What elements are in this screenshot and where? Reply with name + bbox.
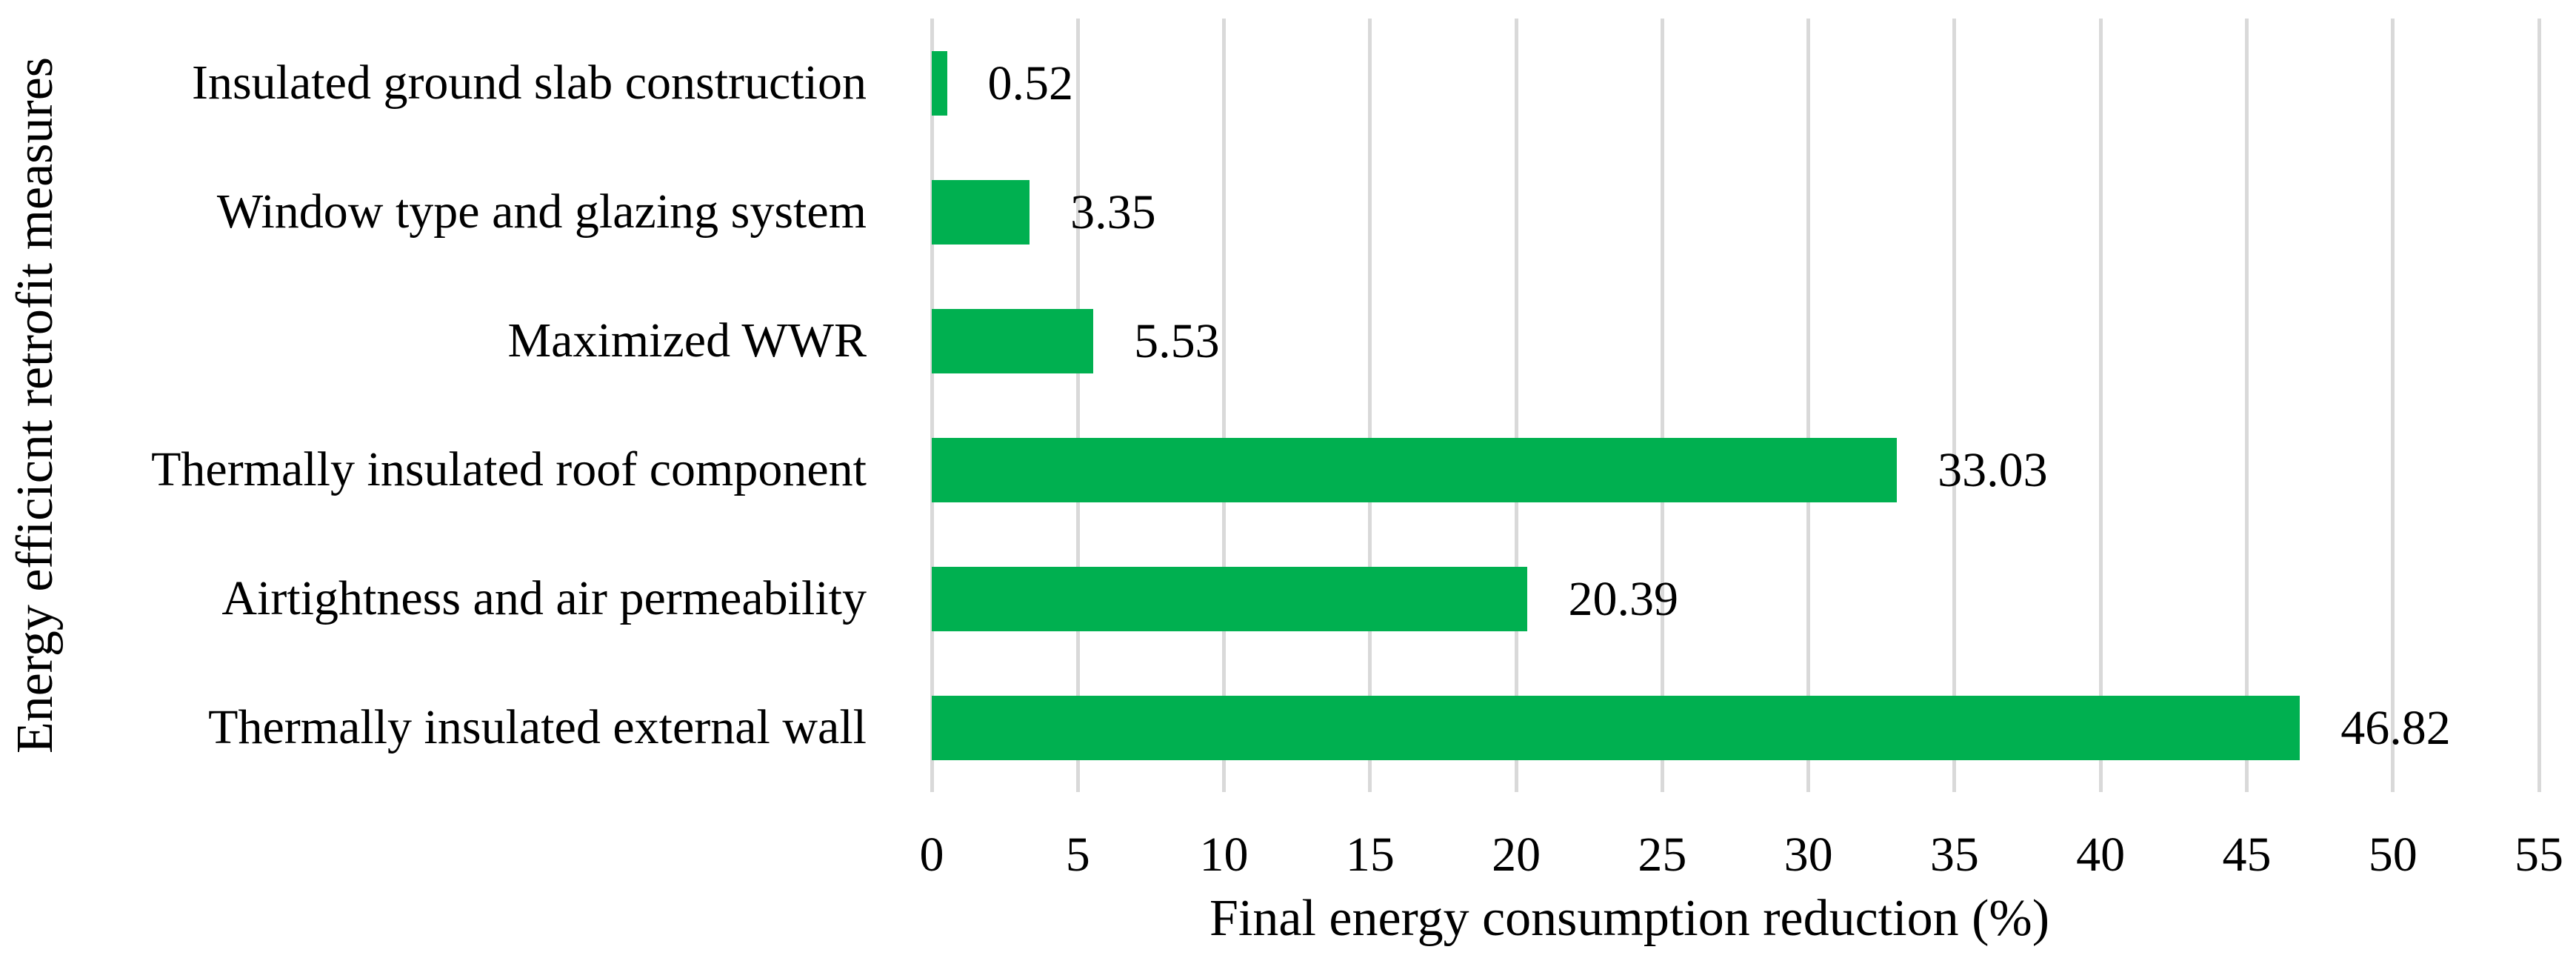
x-tick-label: 45 xyxy=(2222,828,2272,882)
gridline xyxy=(930,19,934,792)
category-label: Window type and glazing system xyxy=(216,184,867,239)
category-label: Thermally insulated roof component xyxy=(151,442,867,496)
category-label: Airtightness and air permeability xyxy=(221,571,867,625)
bar xyxy=(932,50,947,116)
gridline xyxy=(1222,19,1227,792)
x-axis-title: Final energy consumption reduction (%) xyxy=(1209,890,2050,947)
gridline xyxy=(1368,19,1372,792)
bar xyxy=(932,437,1898,502)
bar xyxy=(932,695,2300,760)
category-label: Maximized WWR xyxy=(507,313,867,368)
bar xyxy=(932,566,1528,631)
x-tick-label: 15 xyxy=(1345,828,1395,882)
x-axis-tick-labels: 0 5 10 15 20 25 30 35 40 45 50 55 xyxy=(920,824,2564,886)
x-tick-label: 25 xyxy=(1638,828,1687,882)
value-label: 46.82 xyxy=(2340,700,2451,755)
x-tick-label: 55 xyxy=(2515,828,2563,882)
x-tick-label: 5 xyxy=(1065,828,1090,882)
gridline xyxy=(1806,19,1811,792)
value-label: 33.03 xyxy=(1938,442,2048,497)
bar xyxy=(932,308,1094,373)
bar xyxy=(932,179,1030,245)
value-label: 20.39 xyxy=(1568,571,1678,626)
gridline xyxy=(1952,19,1957,792)
x-tick-label: 50 xyxy=(2368,828,2417,882)
value-label: 3.35 xyxy=(1070,184,1156,239)
value-label: 0.52 xyxy=(987,56,1074,110)
category-label: Insulated ground slab construction xyxy=(192,56,867,110)
x-tick-label: 0 xyxy=(919,828,944,882)
gridline xyxy=(1075,19,1080,792)
gridline xyxy=(2244,19,2249,792)
x-tick-label: 10 xyxy=(1199,828,1249,882)
x-tick-label: 35 xyxy=(1929,828,1979,882)
x-tick-label: 20 xyxy=(1492,828,1541,882)
category-label: Thermally insulated external wall xyxy=(208,700,867,754)
category-axis-labels: Insulated ground slab construction Window… xyxy=(0,19,867,792)
x-tick-label: 40 xyxy=(2076,828,2126,882)
gridline xyxy=(1660,19,1664,792)
plot-area: 0.52 3.35 5.53 33.03 20.39 46.82 xyxy=(930,19,2541,792)
gridline xyxy=(2098,19,2103,792)
x-tick-label: 30 xyxy=(1783,828,1833,882)
value-label: 5.53 xyxy=(1134,313,1220,368)
gridline xyxy=(1514,19,1518,792)
gridline xyxy=(2391,19,2395,792)
gridline xyxy=(2537,19,2541,792)
